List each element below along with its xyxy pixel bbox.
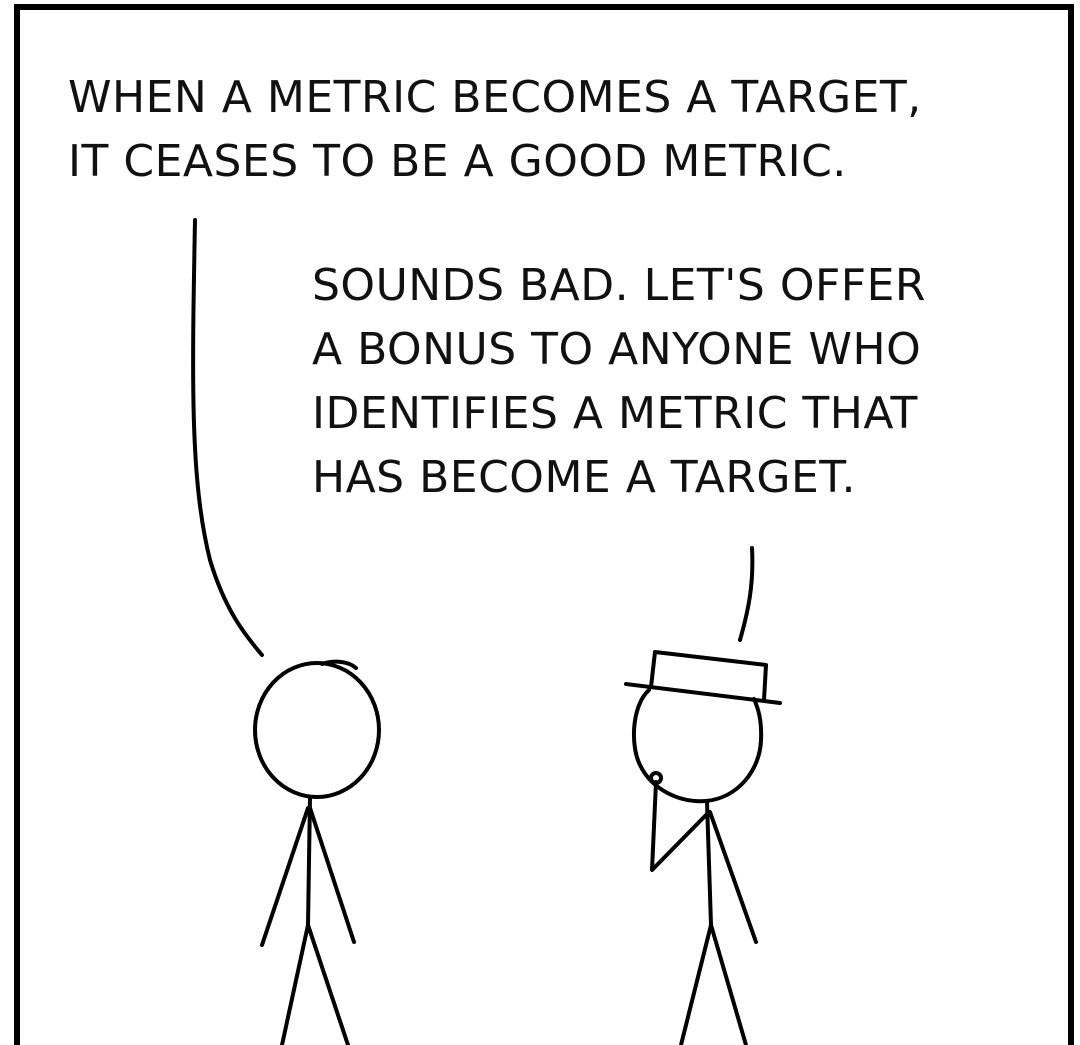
left-figure-head [253, 661, 381, 799]
right-speech-line: A BONUS TO ANYONE WHO [312, 324, 922, 375]
left-figure-body [306, 795, 312, 927]
left-speech-text: WHEN A METRIC BECOMES A TARGET, IT CEASE… [68, 66, 922, 194]
left-figure-right-arm [308, 806, 356, 944]
right-speech-text: SOUNDS BAD. LET'S OFFER A BONUS TO ANYON… [312, 254, 926, 510]
right-speech-line: IDENTIFIES A METRIC THAT [312, 388, 918, 439]
right-figure-body [705, 800, 713, 927]
right-stick-figure [624, 650, 782, 1045]
right-figure-right-arm [708, 810, 758, 944]
right-figure-left-leg [679, 923, 713, 1045]
left-stick-figure [253, 659, 381, 1045]
left-speech-pointer [191, 218, 264, 657]
right-figure-right-leg [709, 923, 748, 1045]
left-speech-line: WHEN A METRIC BECOMES A TARGET, [68, 72, 922, 123]
right-speech-pointer [738, 546, 755, 642]
hat-crown [649, 650, 768, 702]
panel-border-right [1068, 4, 1074, 1045]
left-figure-hair [320, 659, 358, 670]
left-speech-line: IT CEASES TO BE A GOOD METRIC. [68, 136, 847, 187]
left-figure-left-arm [260, 806, 310, 947]
left-figure-left-leg [280, 923, 310, 1045]
right-figure-head [631, 688, 764, 804]
panel-border-top [14, 4, 1074, 10]
panel-border-left [14, 4, 20, 1045]
right-speech-line: SOUNDS BAD. LET'S OFFER [312, 260, 926, 311]
right-speech-line: HAS BECOME A TARGET. [312, 452, 856, 503]
left-figure-right-leg [306, 923, 350, 1045]
right-figure-raised-arm [650, 780, 711, 872]
